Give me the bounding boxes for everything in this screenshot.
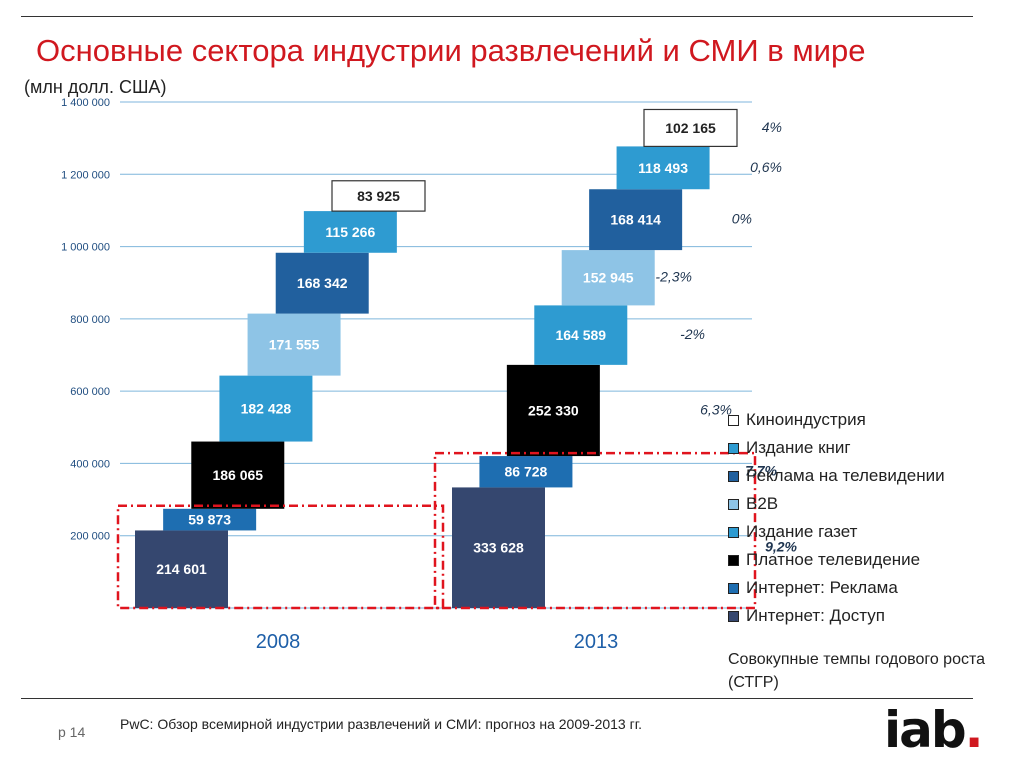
y-tick-label: 1 000 000 [61, 242, 110, 254]
x-category-label: 2013 [574, 631, 619, 653]
bar-value-label: 83 925 [357, 188, 400, 204]
page-number: p 14 [58, 724, 86, 740]
bar-segment [506, 364, 600, 457]
legend-item: Платное телевидение [728, 546, 945, 574]
bar-segment [135, 530, 228, 608]
chart-legend: Киноиндустрия Издание книг Реклама на те… [728, 406, 945, 630]
bar-value-label: 171 555 [269, 337, 320, 353]
legend-item: Интернет: Реклама [728, 574, 945, 602]
legend-label: Издание газет [746, 522, 858, 541]
bar-value-label: 164 589 [555, 327, 606, 343]
bar-value-label: 214 601 [156, 561, 207, 577]
bar-segment [643, 108, 738, 148]
bar-value-label: 118 493 [638, 160, 688, 176]
legend-label: Платное телевидение [746, 550, 921, 569]
bar-value-label: 152 945 [583, 270, 634, 286]
bar-segment [479, 456, 573, 488]
cagr-value: 9,2% [765, 539, 797, 555]
bar-segment [275, 252, 369, 314]
bar-value-label: 102 165 [665, 120, 716, 136]
legend-swatch [728, 442, 739, 454]
bar-segment [191, 441, 285, 509]
legend-label: Интернет: Доступ [746, 606, 885, 625]
legend-item: Издание книг [728, 434, 945, 462]
y-tick-label: 600 000 [70, 386, 110, 398]
y-tick-label: 200 000 [70, 531, 110, 543]
bar-value-label: 182 428 [241, 401, 292, 417]
cagr-value: 0% [732, 211, 752, 227]
legend-label: Киноиндустрия [746, 410, 866, 429]
bar-value-label: 168 414 [610, 212, 661, 228]
top-rule [21, 16, 973, 17]
iab-logo: iab. [884, 700, 984, 760]
page-subtitle: (млн долл. США) [24, 77, 167, 97]
legend-swatch [728, 610, 739, 622]
legend-swatch [728, 414, 739, 426]
bar-segment [452, 487, 545, 608]
bar-segment [331, 180, 426, 212]
highlight-box [433, 451, 757, 610]
legend-item: Киноиндустрия [728, 406, 945, 434]
bar-segment [616, 146, 710, 190]
legend-swatch [728, 526, 739, 538]
legend-item: Интернет: Доступ [728, 602, 945, 630]
legend-label: Реклама на телевидении [746, 466, 945, 485]
page-title: Основные сектора индустрии развлечений и… [36, 33, 866, 68]
bar-value-label: 115 266 [325, 224, 375, 240]
legend-swatch [728, 554, 739, 566]
bar-value-label: 86 728 [505, 464, 548, 480]
legend-swatch [728, 498, 739, 510]
y-tick-label: 1 400 000 [61, 97, 110, 109]
bar-segment [534, 305, 628, 365]
legend-label: Издание книг [746, 438, 851, 457]
cagr-value: 7,7% [745, 463, 777, 479]
highlight-box [116, 504, 445, 610]
logo-text: iab [884, 701, 967, 759]
bar-segment [163, 508, 257, 531]
stacked-waterfall-chart: 200 000 400 000 600 000 800 000 1 000 000 1 2… [61, 97, 797, 653]
logo-dot: . [964, 701, 984, 759]
cagr-value: 0,6% [750, 159, 782, 175]
cagr-value: 6,3% [700, 401, 732, 417]
bar-value-label: 252 330 [528, 402, 579, 418]
legend-item: Издание газет [728, 518, 945, 546]
y-tick-label: 400 000 [70, 458, 110, 470]
cagr-value: 4% [762, 119, 782, 135]
bar-segment [589, 189, 683, 251]
legend-item: Реклама на телевидении [728, 462, 945, 490]
bar-segment [303, 211, 397, 253]
y-tick-label: 800 000 [70, 314, 110, 326]
legend-swatch [728, 582, 739, 594]
bottom-rule [21, 698, 973, 699]
source-note: PwC: Обзор всемирной индустрии развлечен… [120, 716, 642, 732]
bar-value-label: 168 342 [297, 275, 348, 291]
bar-value-label: 59 873 [188, 512, 231, 528]
x-category-label: 2008 [256, 631, 301, 653]
legend-item: B2B [728, 490, 945, 518]
legend-swatch [728, 470, 739, 482]
bar-segment [561, 250, 655, 306]
bar-value-label: 333 628 [473, 540, 524, 556]
y-tick-label: 1 200 000 [61, 169, 110, 181]
bar-segment [247, 313, 341, 376]
legend-label: B2B [746, 494, 779, 513]
cagr-value: -2% [680, 326, 705, 342]
legend-label: Интернет: Реклама [746, 578, 898, 597]
bar-value-label: 186 065 [212, 467, 263, 483]
bar-segment [219, 375, 313, 442]
cagr-value: -2,3% [655, 269, 692, 285]
cagr-caption: Совокупные темпы годового роста (СТГР) [728, 651, 986, 691]
